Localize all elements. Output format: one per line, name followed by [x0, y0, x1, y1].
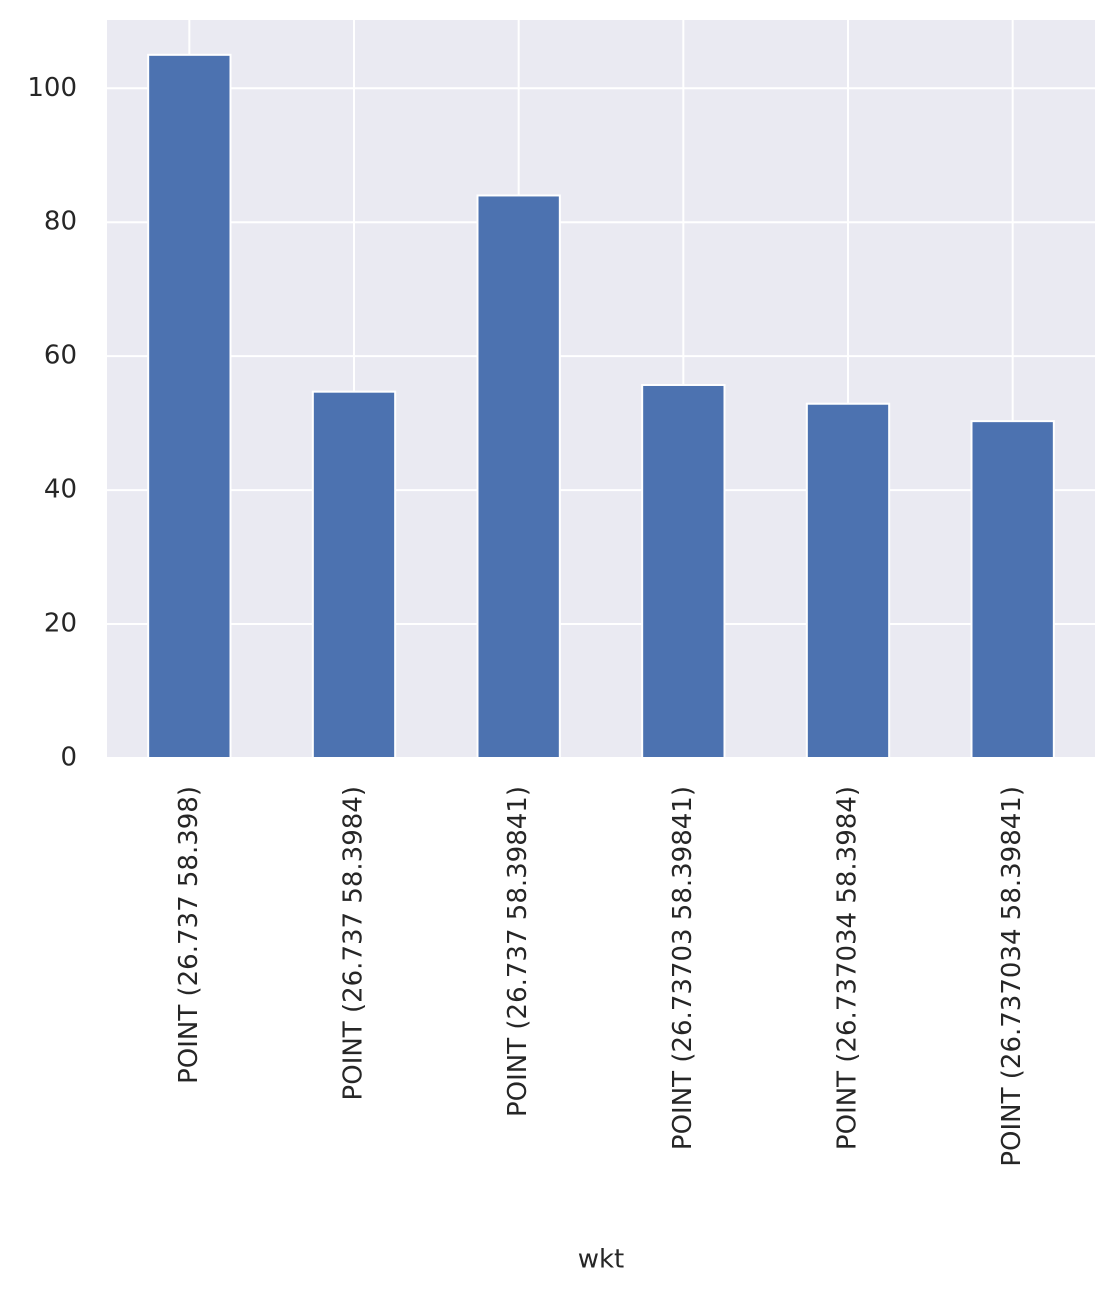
y-tick-label: 20: [44, 609, 77, 639]
x-tick-label: POINT (26.737034 58.3984): [833, 786, 863, 1150]
y-tick-label: 40: [44, 475, 77, 505]
x-tick-label: POINT (26.737 58.39841): [503, 786, 533, 1117]
y-tick-label: 60: [44, 341, 77, 371]
x-axis-label: wkt: [578, 1245, 625, 1275]
y-tick-label: 0: [60, 743, 77, 773]
x-tick-label: POINT (26.737034 58.39841): [997, 786, 1027, 1167]
x-tick-label: POINT (26.73703 58.39841): [668, 786, 698, 1150]
bar: [147, 53, 232, 759]
x-tick-label: POINT (26.737 58.398): [174, 786, 204, 1084]
bar: [641, 383, 726, 759]
y-tick-label: 100: [27, 73, 77, 103]
plot-area: [107, 20, 1095, 758]
y-tick-label: 80: [44, 207, 77, 237]
bar: [311, 390, 397, 759]
x-tick-label: POINT (26.737 58.3984): [339, 786, 369, 1100]
bar: [970, 420, 1055, 759]
bar: [805, 402, 891, 759]
bar: [476, 194, 561, 759]
